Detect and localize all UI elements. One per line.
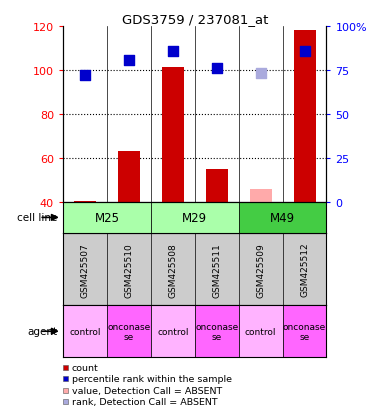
Point bbox=[302, 48, 308, 55]
Bar bbox=[151, 202, 239, 233]
Text: GSM425507: GSM425507 bbox=[81, 242, 89, 297]
Text: control: control bbox=[157, 327, 188, 336]
Bar bbox=[250, 189, 272, 202]
Text: GSM425508: GSM425508 bbox=[168, 242, 177, 297]
Bar bbox=[283, 306, 326, 357]
Text: control: control bbox=[245, 327, 276, 336]
Text: GSM425509: GSM425509 bbox=[256, 242, 265, 297]
Bar bbox=[107, 306, 151, 357]
Text: control: control bbox=[69, 327, 101, 336]
Text: GSM425511: GSM425511 bbox=[212, 242, 221, 297]
Point bbox=[214, 66, 220, 72]
Text: rank, Detection Call = ABSENT: rank, Detection Call = ABSENT bbox=[72, 397, 217, 406]
Text: onconase
se: onconase se bbox=[195, 322, 238, 341]
Text: M29: M29 bbox=[182, 211, 207, 224]
Text: GSM425512: GSM425512 bbox=[300, 242, 309, 297]
Point bbox=[258, 70, 264, 77]
Bar bbox=[162, 67, 184, 202]
Bar bbox=[206, 169, 228, 202]
Text: value, Detection Call = ABSENT: value, Detection Call = ABSENT bbox=[72, 386, 222, 395]
Point bbox=[126, 58, 132, 64]
Bar bbox=[239, 202, 326, 233]
Text: cell line: cell line bbox=[17, 213, 58, 223]
Text: GSM425510: GSM425510 bbox=[124, 242, 134, 297]
Bar bbox=[239, 306, 283, 357]
Text: M49: M49 bbox=[270, 211, 295, 224]
Text: percentile rank within the sample: percentile rank within the sample bbox=[72, 374, 232, 383]
Text: M25: M25 bbox=[95, 211, 119, 224]
Text: count: count bbox=[72, 363, 98, 372]
Text: onconase
se: onconase se bbox=[283, 322, 326, 341]
Bar bbox=[63, 306, 107, 357]
Point bbox=[170, 48, 176, 55]
Bar bbox=[293, 31, 315, 202]
Point bbox=[82, 73, 88, 79]
Bar bbox=[151, 306, 195, 357]
Text: onconase
se: onconase se bbox=[107, 322, 151, 341]
Text: agent: agent bbox=[28, 326, 58, 337]
Bar bbox=[195, 306, 239, 357]
Title: GDS3759 / 237081_at: GDS3759 / 237081_at bbox=[122, 13, 268, 26]
Bar bbox=[63, 202, 151, 233]
Bar bbox=[74, 201, 96, 202]
Bar bbox=[118, 152, 140, 202]
